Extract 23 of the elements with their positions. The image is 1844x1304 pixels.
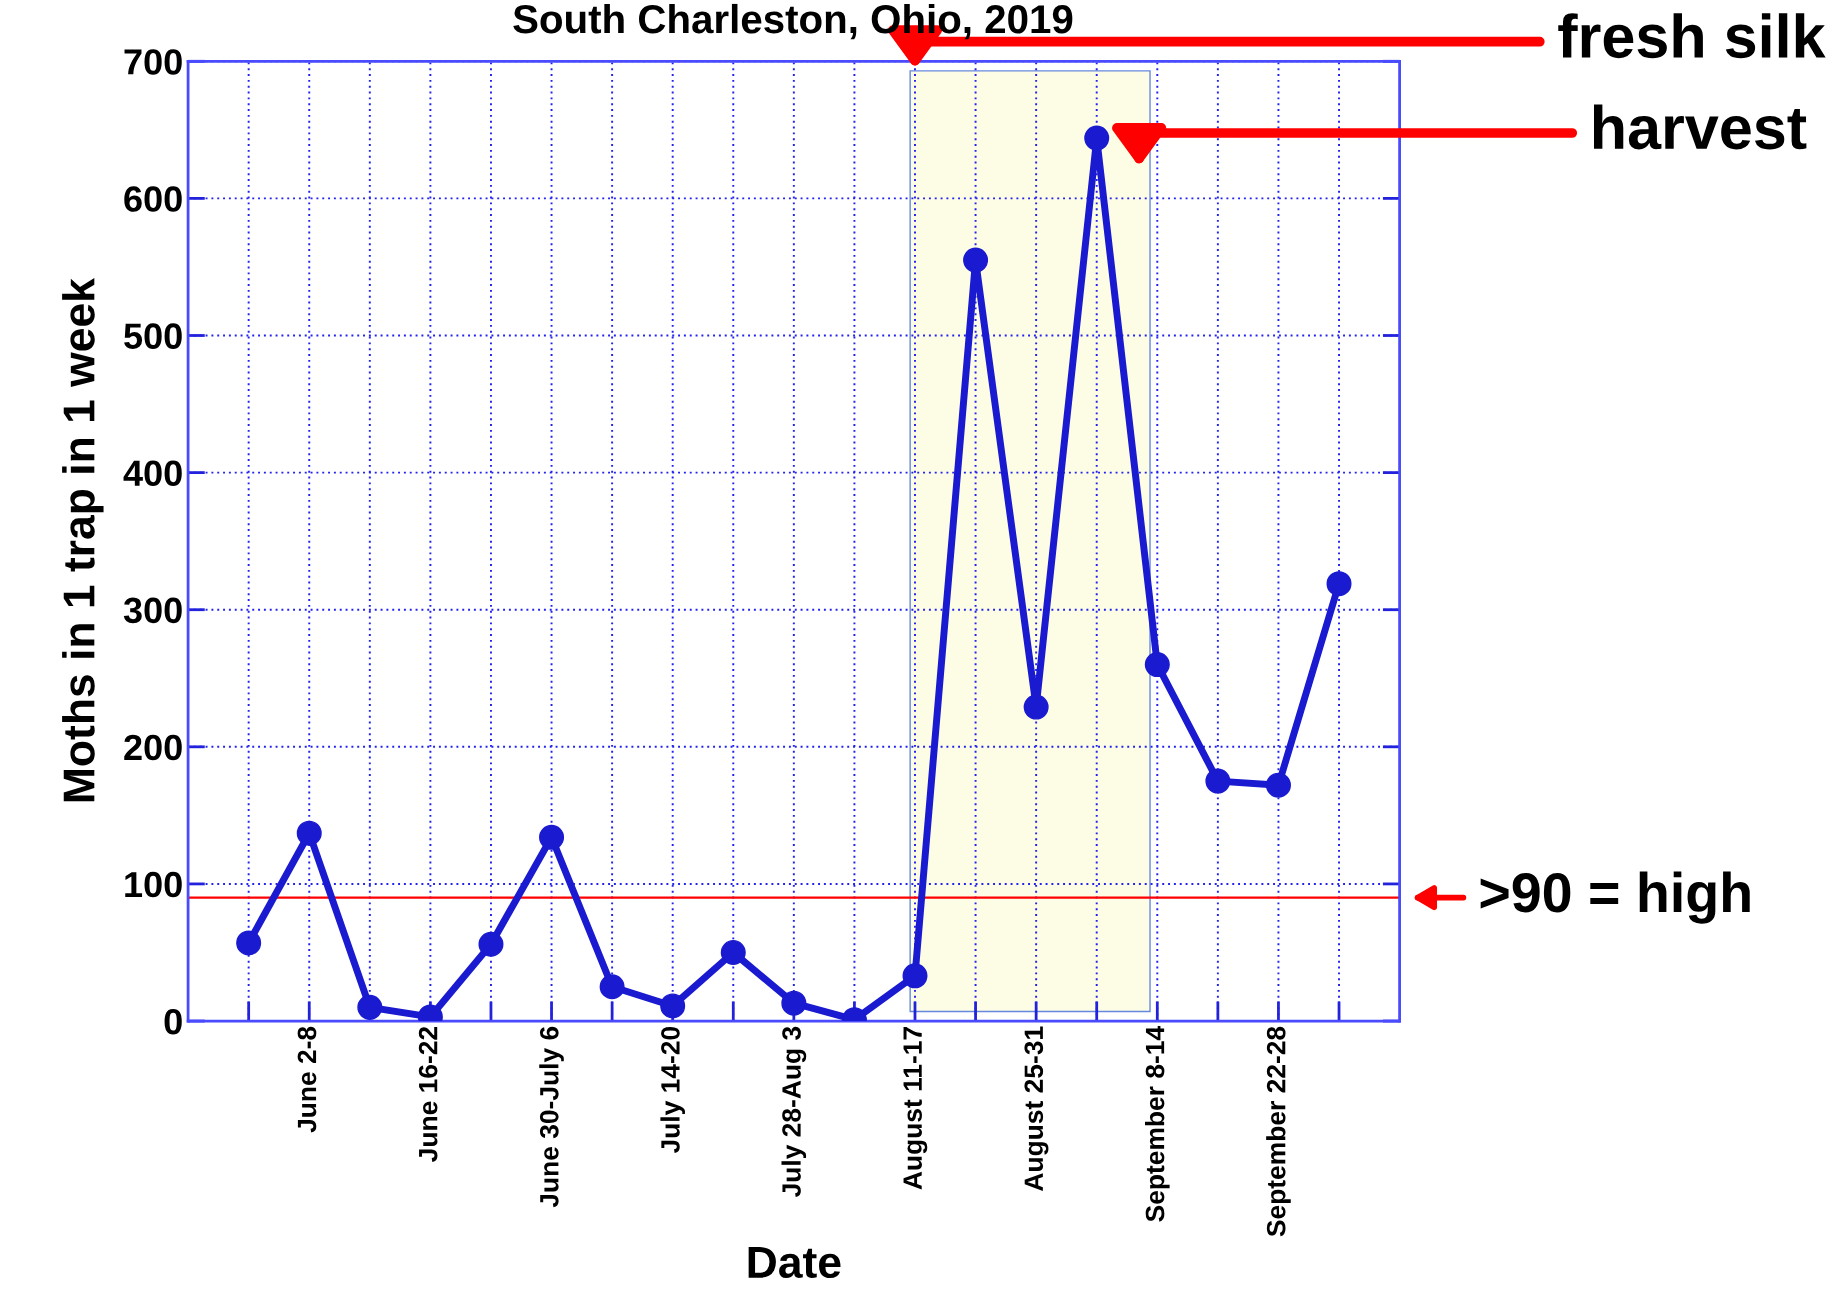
y-tick-label: 100 xyxy=(125,871,182,898)
x-axis-title: Date xyxy=(748,1247,841,1279)
y-tick-label: 0 xyxy=(164,1008,182,1035)
x-tick-label: August 11-17 xyxy=(903,1027,928,1190)
y-tick-label: 200 xyxy=(124,734,182,761)
y-tick-label: 500 xyxy=(124,323,182,349)
x-tick-label: August 25-31 xyxy=(1024,1026,1049,1191)
y-tick-label: 700 xyxy=(124,49,182,75)
y-axis-title: Moths in 1 trap in 1 week xyxy=(62,278,104,802)
y-tick-label: 300 xyxy=(123,597,182,624)
y-tick-label: 600 xyxy=(124,186,182,212)
x-tick-label: July 28-Aug 3 xyxy=(781,1026,807,1198)
ref-line-label: >90 = high xyxy=(1480,871,1750,924)
x-tick-label: July 14-20 xyxy=(660,1026,685,1154)
x-tick-label: September 8-14 xyxy=(1144,1026,1170,1222)
x-tick-label: June 30-July 6 xyxy=(539,1026,564,1208)
text: harvest xyxy=(1593,104,1807,150)
x-tick-label: June 2-8 xyxy=(297,1026,317,1133)
text: fresh silk xyxy=(1558,13,1826,59)
y-tick-label: 400 xyxy=(123,460,182,487)
chart-title: South Charleston, Ohio, 2019 xyxy=(513,3,1073,40)
x-tick-label: June 16-22 xyxy=(418,1026,438,1162)
x-tick-label: September 22-28 xyxy=(1266,1026,1291,1237)
